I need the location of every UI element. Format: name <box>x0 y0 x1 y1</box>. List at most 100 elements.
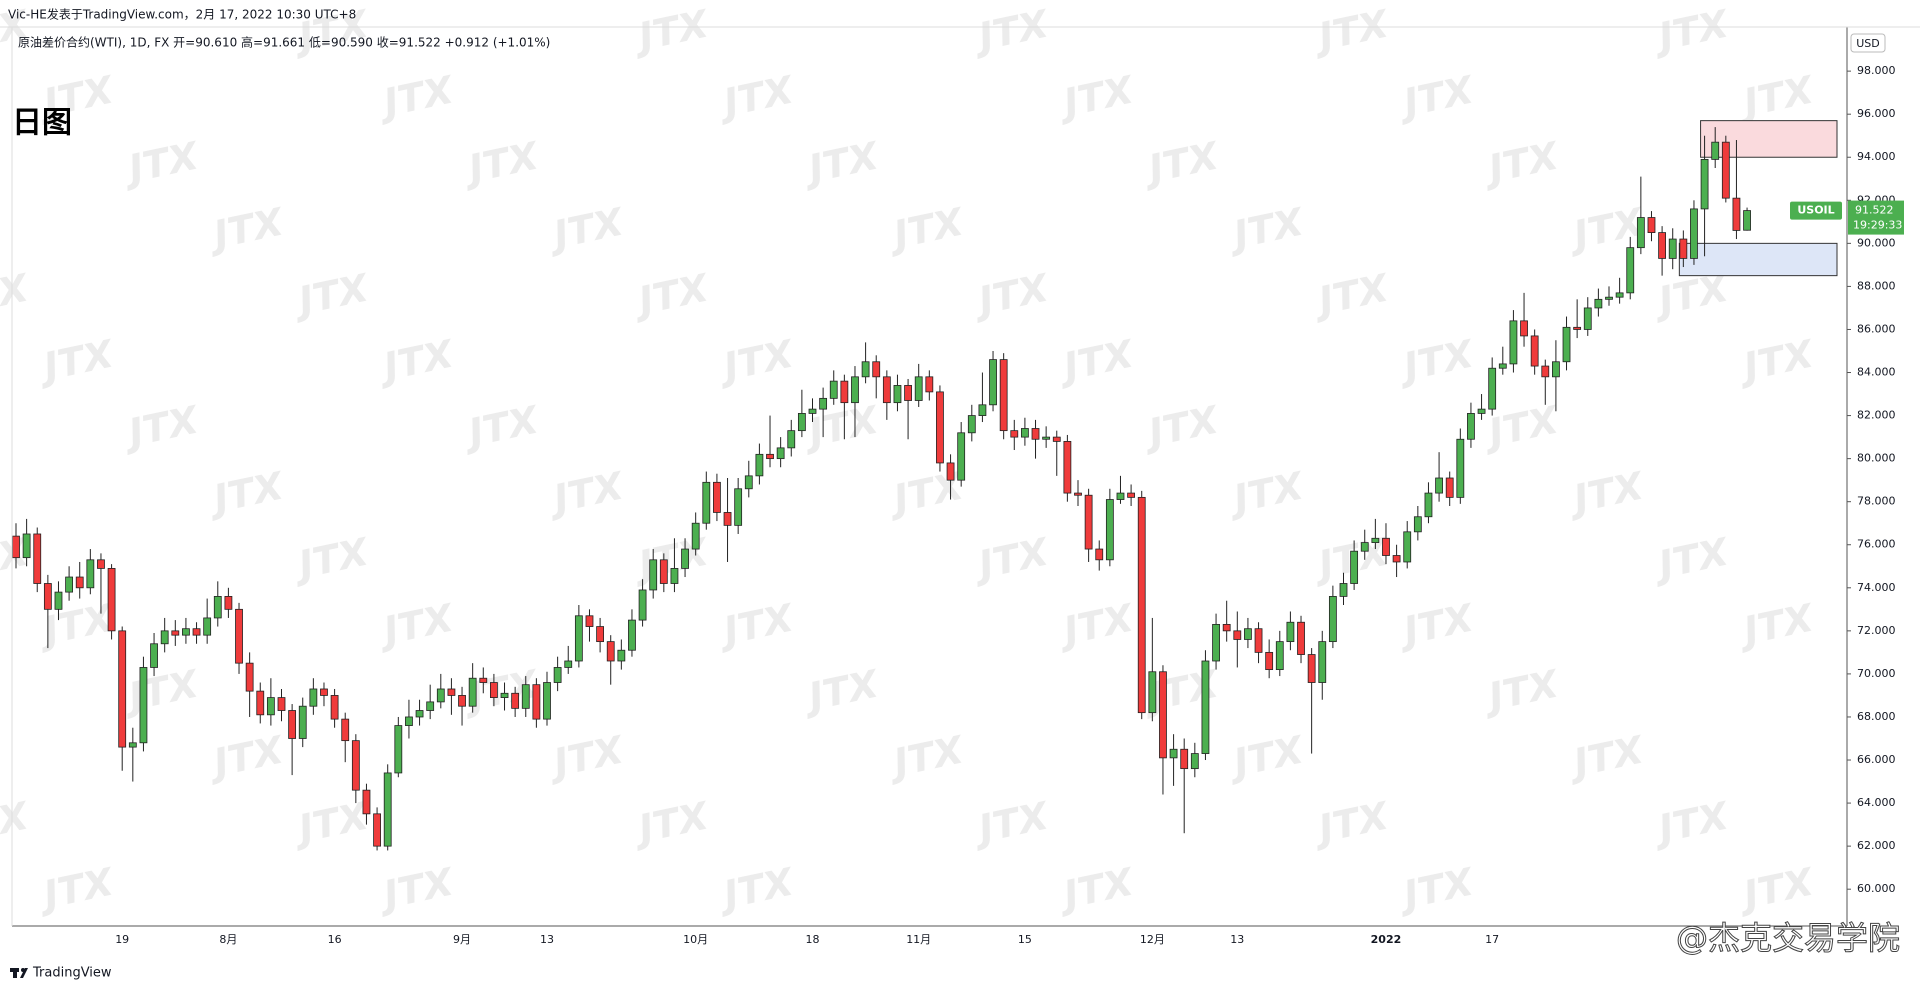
y-tick-label: 98.000 <box>1857 64 1896 77</box>
y-tick-label: 86.000 <box>1857 322 1896 335</box>
candle-body <box>351 740 360 791</box>
candle-body <box>415 710 424 718</box>
currency-box <box>1850 33 1886 53</box>
candle-body <box>1615 292 1624 298</box>
candle-body <box>97 559 105 569</box>
price-label-box <box>1848 200 1904 235</box>
candle-body <box>1573 326 1582 330</box>
candle-body <box>1679 238 1688 259</box>
candle-body <box>1010 430 1019 438</box>
candle-body <box>213 596 222 619</box>
candle-body <box>33 533 42 584</box>
candle-body <box>914 376 923 401</box>
candle-body <box>766 453 774 460</box>
candle-body <box>22 533 31 559</box>
candle-body <box>1031 428 1040 440</box>
candle-body <box>1063 441 1072 494</box>
candle-body <box>1328 596 1337 643</box>
candle-body <box>203 617 212 636</box>
candle-body <box>1148 671 1157 714</box>
y-tick-label: 74.000 <box>1857 581 1896 594</box>
y-tick-label: 66.000 <box>1857 753 1896 766</box>
credit: @杰克交易学院 <box>1676 919 1900 957</box>
candle-body <box>107 568 116 632</box>
candle-body <box>1658 232 1666 259</box>
x-tick-label: 15 <box>1018 933 1032 946</box>
candle-body <box>1435 477 1443 494</box>
x-tick-label: 2022 <box>1371 933 1402 946</box>
candle-body <box>946 462 955 481</box>
candle-body <box>182 628 190 636</box>
candle-body <box>1180 748 1189 770</box>
candle-body <box>1244 628 1252 640</box>
candle-body <box>118 630 127 748</box>
candle-body <box>245 662 254 692</box>
x-tick-label: 10月 <box>683 933 708 946</box>
candle-body <box>691 522 700 550</box>
symbol-label-box <box>1790 201 1842 220</box>
candle-body <box>1743 210 1751 231</box>
candle-body <box>235 608 243 664</box>
candle-body <box>1254 628 1263 653</box>
chart-title: 日图 <box>12 106 72 141</box>
candle-body <box>532 684 541 720</box>
candle-body <box>840 380 849 404</box>
candle-body <box>1127 492 1135 498</box>
candle-body <box>1456 438 1465 498</box>
candle-body <box>458 695 466 707</box>
candle-body <box>1520 320 1528 337</box>
y-tick-label: 94.000 <box>1857 150 1896 163</box>
price-label: 91.522 <box>1855 204 1894 217</box>
candle-body <box>617 649 626 662</box>
candle-body <box>1339 583 1348 597</box>
candle-body <box>1413 516 1422 533</box>
y-tick-label: 88.000 <box>1857 279 1896 292</box>
candle-body <box>65 576 73 593</box>
candle-body <box>787 430 796 449</box>
candle-body <box>150 643 158 668</box>
candle-body <box>383 772 392 847</box>
candle-body <box>925 376 934 393</box>
candle-body <box>861 361 870 378</box>
brand-logo <box>10 968 28 978</box>
y-tick-label: 68.000 <box>1857 710 1896 723</box>
candle-body <box>43 583 52 610</box>
candle-body <box>500 692 509 698</box>
candle-body <box>426 701 435 711</box>
candle-body <box>776 447 785 460</box>
candle-body <box>628 619 636 651</box>
candle-body <box>744 475 753 490</box>
candle-body <box>1594 298 1603 309</box>
candle-body <box>192 628 201 636</box>
candle-body <box>1297 621 1305 655</box>
header: Vic-HE发表于TradingView.com，2月 17, 2022 10:… <box>8 7 356 22</box>
candle-body <box>75 576 84 589</box>
candle-body <box>1382 537 1390 556</box>
candle-body <box>1021 428 1029 438</box>
candle-body <box>1690 208 1698 259</box>
y-tick-label: 82.000 <box>1857 409 1896 422</box>
y-tick-label: 76.000 <box>1857 538 1896 551</box>
candle-body <box>882 376 891 404</box>
candle-body <box>936 391 944 464</box>
candle-body <box>1169 748 1178 759</box>
candle-body <box>479 677 488 683</box>
candle-body <box>1307 654 1316 683</box>
x-tick-label: 8月 <box>219 933 237 946</box>
candle-body <box>128 742 137 748</box>
candle-body <box>638 589 647 621</box>
candle-body <box>1105 499 1114 561</box>
candle-body <box>1477 408 1486 414</box>
candle-body <box>436 688 445 703</box>
candle-body <box>1201 660 1210 754</box>
candle-body <box>564 660 573 668</box>
candle-body <box>659 559 668 584</box>
candle-body <box>596 626 604 643</box>
candle-body <box>373 813 381 847</box>
candle-body <box>755 453 764 477</box>
candle-body <box>574 615 583 662</box>
candle-body <box>1212 623 1220 662</box>
candle-body <box>893 385 902 404</box>
